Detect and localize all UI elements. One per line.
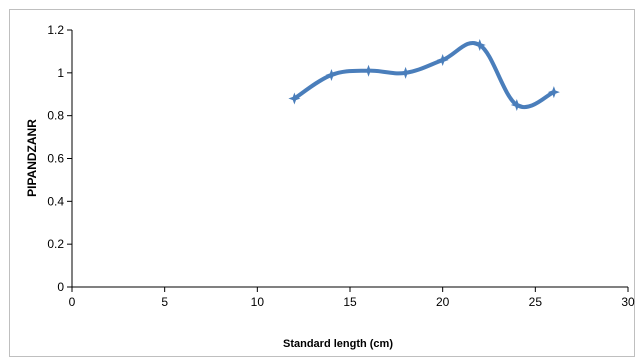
y-tick-label: 1 xyxy=(57,66,64,80)
data-point xyxy=(510,98,523,111)
x-axis-label: Standard length (cm) xyxy=(283,338,393,350)
x-tick-label: 30 xyxy=(621,295,635,309)
y-tick-label: 1.2 xyxy=(47,23,64,37)
data-point xyxy=(325,68,338,81)
x-tick-label: 20 xyxy=(436,295,450,309)
y-tick-label: 0.8 xyxy=(47,109,64,123)
data-point xyxy=(362,64,375,77)
x-tick-label: 15 xyxy=(343,295,357,309)
data-point xyxy=(288,92,301,105)
x-axis-ticks: 0 5 10 15 20 25 30 xyxy=(69,287,635,309)
data-point xyxy=(473,38,486,51)
x-tick-label: 10 xyxy=(251,295,265,309)
y-axis-label: PIPANDZANR xyxy=(25,119,39,197)
y-axis-ticks: 0 0.2 0.4 0.6 0.8 1 1.2 xyxy=(47,23,72,294)
data-point xyxy=(436,53,449,66)
x-tick-label: 5 xyxy=(161,295,168,309)
y-tick-label: 0.4 xyxy=(47,194,64,208)
y-tick-label: 0 xyxy=(57,280,64,294)
series-line xyxy=(292,41,556,109)
data-point xyxy=(547,86,560,99)
chart-frame xyxy=(9,9,635,357)
y-tick-label: 0.2 xyxy=(47,237,64,251)
series-markers xyxy=(288,38,560,111)
x-tick-label: 0 xyxy=(69,295,76,309)
x-tick-label: 25 xyxy=(529,295,543,309)
y-tick-label: 0.6 xyxy=(47,152,64,166)
data-point xyxy=(399,66,412,79)
